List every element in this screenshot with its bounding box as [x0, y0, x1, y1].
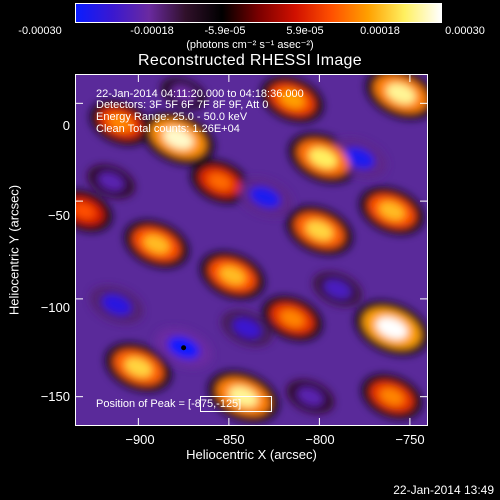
info-time-range: 22-Jan-2014 04:11:20.000 to 04:18:36.000	[96, 88, 304, 100]
heatmap-positive-blob	[208, 258, 257, 293]
info-energy: Energy Range: 25.0 - 50.0 keV	[96, 111, 248, 123]
heatmap-positive-blob	[370, 381, 414, 412]
heatmap-positive-blob	[297, 140, 349, 177]
colorbar-tick: 0.00030	[445, 25, 485, 37]
info-peak-position: Position of Peak = [-875,-125]	[96, 398, 242, 410]
y-tick-label: −100	[40, 300, 70, 315]
x-tick-label: −850	[215, 432, 245, 447]
info-detectors: Detectors: 3F 5F 6F 7F 8F 9F, Att 0	[96, 99, 269, 111]
peak-highlight-box	[200, 396, 272, 412]
heatmap-positive-blob	[374, 74, 428, 113]
colorbar-tick: 5.9e-05	[286, 25, 324, 37]
x-tick-label: −800	[305, 432, 335, 447]
heatmap-positive-blob	[98, 107, 142, 139]
heatmap-positive-blob	[368, 194, 416, 228]
heatmap-positive-blob	[199, 166, 241, 197]
heatmap-plot	[75, 74, 428, 426]
heatmap-negative-blob	[161, 77, 207, 110]
heatmap-negative-blob	[221, 310, 273, 347]
x-tick-label: −750	[395, 432, 425, 447]
y-tick-label: 0	[62, 118, 70, 133]
heatmap-positive-blob	[132, 227, 181, 261]
y-tick-label: −150	[40, 389, 70, 404]
heatmap-negative-blob	[286, 379, 334, 414]
heatmap-positive-blob	[363, 308, 421, 349]
info-method-counts: Clean Total counts: 1.26E+04	[96, 123, 240, 135]
heatmap-negative-blob	[90, 286, 144, 324]
heatmap-negative-blob	[237, 177, 293, 217]
heatmap-positive-blob	[75, 196, 104, 225]
plot-frame	[75, 74, 428, 426]
x-axis-label: Heliocentric X (arcsec)	[186, 447, 317, 462]
y-axis-label: Heliocentric Y (arcsec)	[6, 184, 22, 316]
plot-title: Reconstructed RHESSI Image	[138, 52, 362, 69]
heatmap-positive-blob	[294, 213, 344, 248]
timestamp: 22-Jan-2014 13:49	[393, 483, 494, 497]
heatmap-positive-blob	[269, 83, 315, 116]
colorbar-tick: -0.00018	[130, 25, 174, 37]
heatmap-negative-blob	[312, 271, 363, 307]
colorbar-units: (photons cm⁻² s⁻¹ asec⁻²)	[186, 39, 314, 51]
peak-marker	[181, 345, 187, 351]
colorbar	[75, 3, 442, 23]
y-tick-label: −50	[47, 208, 70, 223]
heatmap-positive-blob	[270, 303, 314, 334]
x-tick-label: −900	[125, 432, 155, 447]
heatmap-positive-blob	[113, 349, 163, 385]
heatmap-negative-blob	[87, 164, 135, 199]
colorbar-tick: -5.9e-05	[204, 25, 246, 37]
colorbar-tick: 0.00018	[360, 25, 400, 37]
colorbar-tick: -0.00030	[18, 25, 62, 37]
heatmap-positive-blob	[150, 119, 206, 158]
